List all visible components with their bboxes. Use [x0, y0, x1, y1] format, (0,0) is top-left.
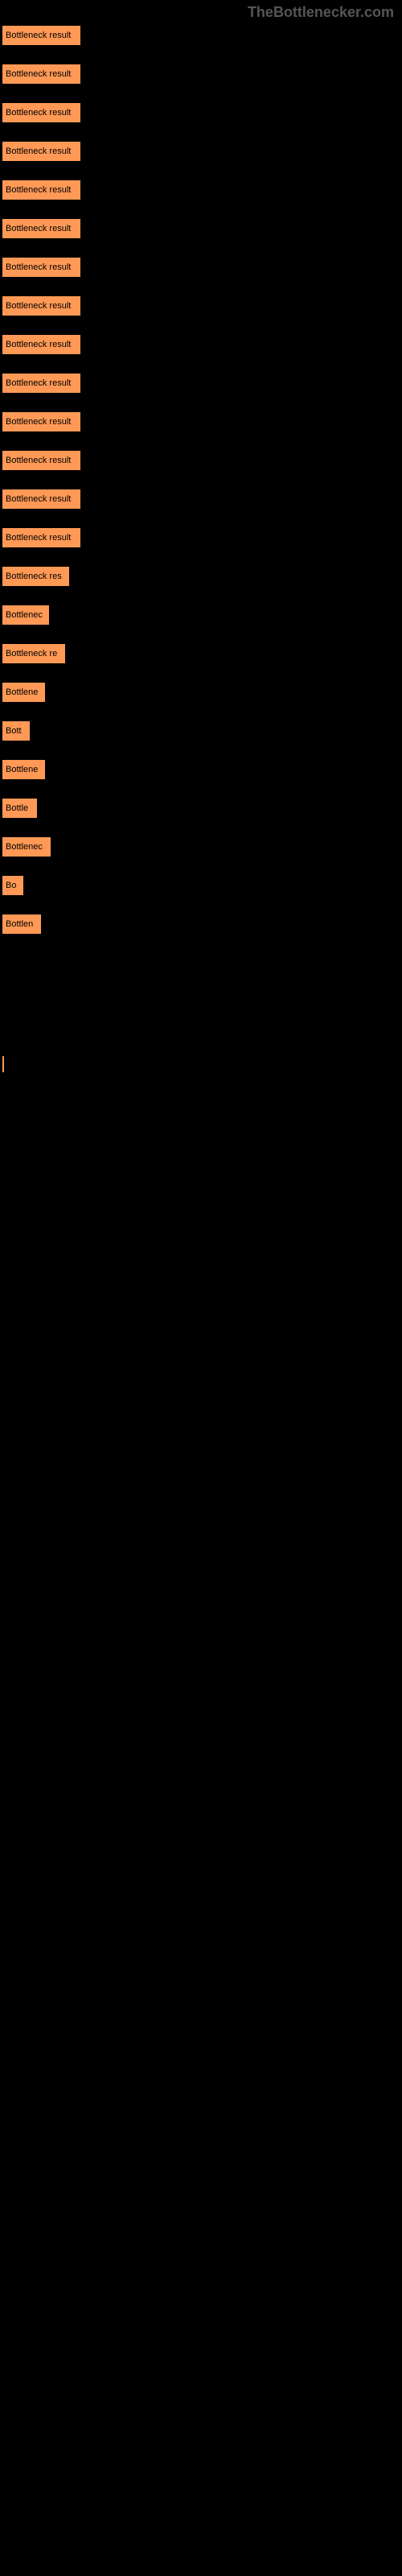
- bar-item: Bottlenec: [2, 836, 51, 857]
- bar-item: Bottleneck result: [2, 102, 81, 123]
- bar-item: Bottlene: [2, 682, 46, 703]
- bar-item: Bottleneck res: [2, 566, 70, 587]
- bar-item: Bottleneck result: [2, 218, 81, 239]
- bar-item: Bottlen: [2, 914, 42, 935]
- bar-item: Bottle: [2, 798, 38, 819]
- bar-item: Bottleneck result: [2, 334, 81, 355]
- bar-item: Bottleneck result: [2, 141, 81, 162]
- bar-item: Bottleneck result: [2, 257, 81, 278]
- bar-item: Bottleneck result: [2, 373, 81, 394]
- bar-item: Bott: [2, 720, 31, 741]
- watermark-text: TheBottlenecker.com: [0, 0, 402, 25]
- bar-item: Bottleneck result: [2, 527, 81, 548]
- bar-item: Bottleneck re: [2, 643, 66, 664]
- bars-container: Bottleneck result Bottleneck result Bottle…: [0, 25, 402, 1073]
- bar-item: Bo: [2, 875, 24, 896]
- bar-item: Bottleneck result: [2, 64, 81, 85]
- bar-item: Bottleneck result: [2, 450, 81, 471]
- tiny-bar: [2, 1055, 5, 1073]
- bar-item: Bottleneck result: [2, 180, 81, 200]
- bar-item: Bottleneck result: [2, 25, 81, 46]
- bar-item: Bottleneck result: [2, 411, 81, 432]
- bar-item: Bottlenec: [2, 605, 50, 625]
- bar-item: Bottleneck result: [2, 489, 81, 510]
- bar-item: Bottlene: [2, 759, 46, 780]
- bar-item: Bottleneck result: [2, 295, 81, 316]
